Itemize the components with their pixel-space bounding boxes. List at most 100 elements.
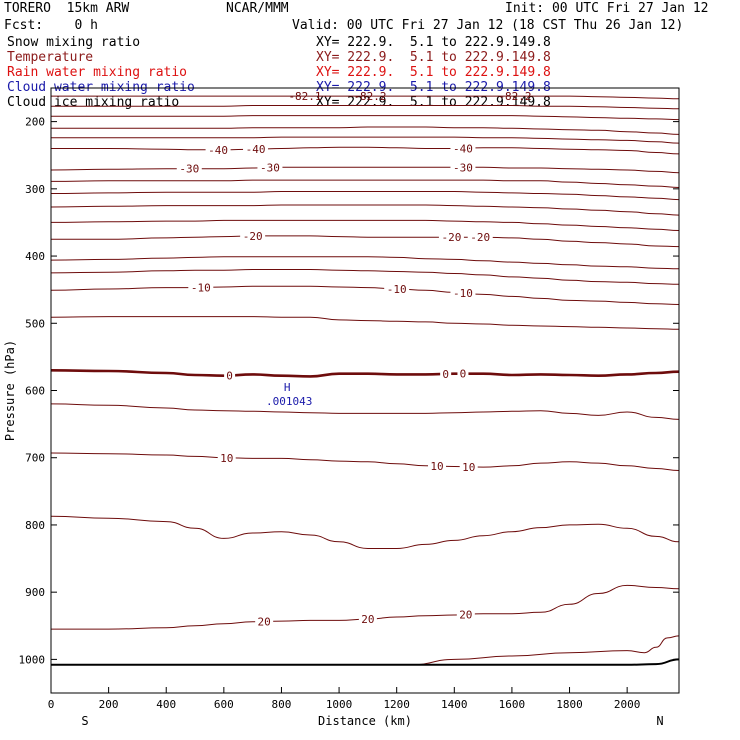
- temperature-contour-line: [50, 285, 680, 305]
- contour-label: 20: [459, 608, 472, 621]
- terrain-line: [50, 658, 680, 666]
- y-tick-label: 600: [25, 385, 45, 398]
- plot-frame: [50, 87, 680, 694]
- temperature-contour-line: [51, 235, 680, 248]
- contour-label-background: [456, 608, 475, 621]
- contour-label: -30: [179, 163, 199, 176]
- org-label: NCAR/MMM: [226, 1, 289, 16]
- model-title: TORERO 15km ARW: [4, 1, 130, 16]
- valid-time: Valid: 00 UTC Fri 27 Jan 12 (18 CST Thu …: [292, 18, 684, 33]
- temperature-contour-line: [51, 126, 680, 135]
- temperature-contour-line: [50, 191, 680, 201]
- x-tick-label: 400: [156, 698, 176, 711]
- contour-label-background: [243, 143, 269, 156]
- contour-label-background: [240, 229, 266, 242]
- x-tick-label: 1800: [556, 698, 583, 711]
- contour-label-background: [188, 281, 214, 294]
- contour-label: 20: [258, 615, 271, 628]
- field-xy-range: XY= 222.9. 5.1 to 222.9.149.8: [316, 35, 551, 50]
- contour-label-background: [224, 369, 236, 382]
- contour-label-background: [358, 613, 377, 626]
- x-end-label-south: S: [81, 714, 88, 728]
- temperature-contour-line: [50, 452, 680, 471]
- contour-label-background: [450, 286, 476, 299]
- temperature-contour-line: [50, 105, 680, 110]
- temperature-contour-line: [50, 316, 680, 330]
- contour-label-background: [255, 615, 274, 628]
- contour-label-background: [384, 282, 410, 295]
- contour-label: 20: [361, 613, 374, 626]
- x-end-label-north: N: [656, 714, 663, 728]
- contour-label: -40: [246, 143, 266, 156]
- field-xy-range: XY= 222.9. 5.1 to 222.9.149.8: [316, 50, 551, 65]
- contour-label: 10: [462, 461, 475, 474]
- contour-label: 10: [430, 460, 443, 473]
- top-level-label: -82.1: [288, 90, 321, 103]
- y-tick-label: 500: [25, 317, 45, 330]
- init-time: Init: 00 UTC Fri 27 Jan 12: [505, 1, 709, 16]
- contour-label: -20: [441, 231, 461, 244]
- max-marker-symbol: H: [284, 381, 291, 394]
- temperature-contour-line: [50, 166, 680, 174]
- contour-label-background: [450, 142, 476, 155]
- top-level-label: -82.2: [353, 90, 386, 103]
- contour-label: -10: [387, 283, 407, 296]
- contour-label: -30: [260, 162, 280, 175]
- contour-label-background: [459, 460, 478, 473]
- x-axis-label: Distance (km): [318, 714, 412, 728]
- near-surface-contour: [411, 635, 680, 666]
- y-tick-label: 300: [25, 183, 45, 196]
- contour-label: -10: [453, 287, 473, 300]
- contour-label: -40: [453, 142, 473, 155]
- temperature-contour-line: [50, 403, 680, 420]
- contour-label: 0: [226, 369, 233, 382]
- temperature-contour-line: [50, 256, 680, 270]
- contour-label: 0: [460, 368, 467, 381]
- field-xy-range: XY= 222.9. 5.1 to 222.9.149.8: [316, 65, 551, 80]
- y-axis-label: Pressure (hPa): [3, 340, 17, 441]
- y-tick-label: 1000: [19, 653, 46, 666]
- temperature-contour-line: [50, 219, 680, 231]
- contour-label-background: [457, 367, 469, 380]
- contour-label-background: [438, 231, 464, 244]
- x-tick-label: 800: [272, 698, 292, 711]
- temperature-contour-line: [51, 584, 680, 630]
- x-tick-label: 1200: [383, 698, 410, 711]
- forecast-hour: Fcst: 0 h: [4, 18, 98, 33]
- temperature-contour-line: [50, 369, 680, 378]
- contour-label: -10: [191, 282, 211, 295]
- contour-label-background: [428, 460, 447, 473]
- field-name: Rain water mixing ratio: [7, 65, 188, 80]
- field-name: Snow mixing ratio: [7, 35, 141, 50]
- x-tick-label: 600: [214, 698, 234, 711]
- temperature-contour-line: [50, 268, 680, 285]
- contour-label-background: [257, 161, 283, 174]
- y-tick-label: 200: [25, 116, 45, 129]
- contour-label-background: [205, 143, 231, 156]
- contour-label-background: [440, 367, 452, 380]
- contour-label-background: [450, 161, 476, 174]
- x-tick-label: 1400: [441, 698, 468, 711]
- top-level-label: -82.2: [498, 90, 531, 103]
- contour-label: -20: [243, 230, 263, 243]
- contour-label: -30: [453, 161, 473, 174]
- y-tick-label: 900: [25, 586, 45, 599]
- y-tick-label: 700: [25, 452, 45, 465]
- temperature-contour-line: [51, 95, 680, 100]
- temperature-contour-line: [51, 115, 680, 121]
- temperature-contour-line: [50, 204, 680, 216]
- contour-label: 10: [220, 452, 233, 465]
- x-tick-label: 1600: [499, 698, 526, 711]
- x-tick-label: 200: [99, 698, 119, 711]
- y-tick-label: 800: [25, 519, 45, 532]
- temperature-contour-line: [50, 179, 680, 188]
- max-marker-value: .001043: [266, 395, 312, 408]
- contour-label-background: [467, 231, 493, 244]
- x-tick-label: 1000: [326, 698, 353, 711]
- contour-label-background: [176, 162, 202, 175]
- y-tick-label: 400: [25, 250, 45, 263]
- contour-label: -40: [208, 144, 228, 157]
- temperature-contour-line: [50, 515, 680, 549]
- contour-label: -20: [470, 231, 490, 244]
